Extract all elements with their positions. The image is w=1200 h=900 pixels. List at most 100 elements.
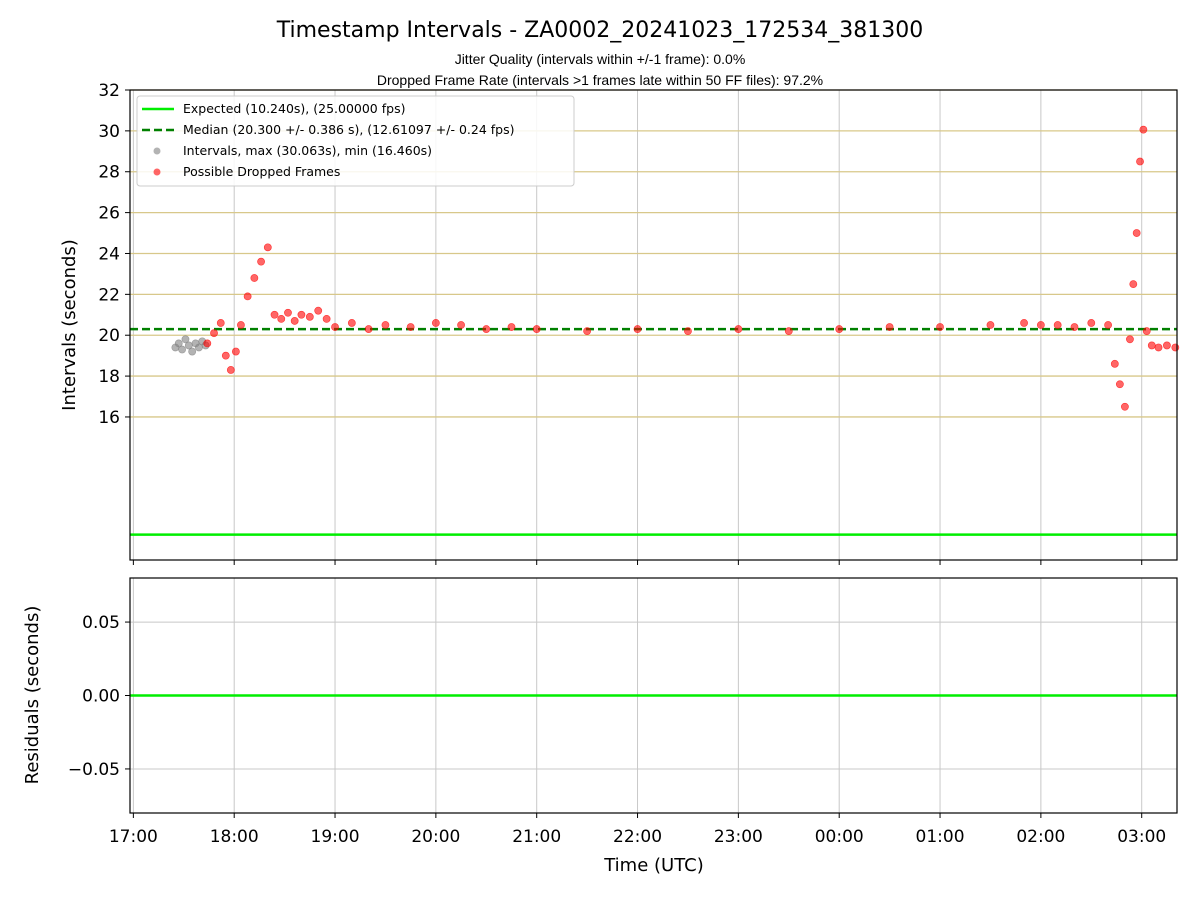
dropped-frame-point: [835, 325, 844, 333]
intervals-y-axis-label: Intervals (seconds): [59, 239, 80, 411]
x-tick-label-17:00: 17:00: [109, 827, 158, 847]
dropped-frame-point: [1142, 327, 1151, 336]
dropped-frame-point: [216, 319, 225, 327]
legend-median-label: Median (20.300 +/- 0.386 s), (12.61097 +…: [183, 122, 514, 137]
x-tick-label-00:00: 00:00: [815, 827, 864, 847]
dropped-frame-point: [347, 319, 356, 327]
dropped-frame-point: [1132, 229, 1141, 237]
legend-box: [136, 95, 575, 187]
dropped-frame-point: [734, 325, 743, 333]
x-tick-label-01:00: 01:00: [916, 827, 965, 847]
dropped-frame-point: [231, 347, 240, 356]
intervals-y-ticks: 16 18 20 22 24 26 28 30 32: [98, 81, 130, 428]
dropped-frame-point: [457, 321, 465, 329]
dropped-frame-point: [1139, 125, 1148, 134]
dropped-frame-point: [226, 366, 235, 374]
dropped-frame-point: [406, 323, 415, 331]
dropped-frame-point: [1163, 341, 1171, 350]
dropped-frame-point: [305, 312, 314, 321]
dropped-frame-point: [482, 325, 491, 333]
dropped-frame-point: [885, 323, 894, 331]
legend-dropped-swatch: [153, 168, 161, 176]
x-tick-label-20:00: 20:00: [411, 827, 460, 847]
dropped-frame-point: [243, 292, 252, 301]
x-axis-label: Time (UTC): [603, 855, 704, 876]
residuals-x-ticks: 17:00 18:00 19:00 20:00 21:00 22:00 23:00 00:00…: [109, 813, 1166, 847]
dropped-frame-point: [532, 325, 541, 333]
intervals-y-tick-label-16: 16: [98, 408, 120, 428]
interval-point: [178, 345, 186, 354]
legend-intervals-swatch: [153, 147, 161, 155]
dropped-frame-point: [1104, 321, 1112, 329]
dropped-frame-point: [633, 325, 642, 333]
intervals-y-tick-label-18: 18: [98, 367, 120, 387]
residuals-y-tick-label-2: −0.05: [68, 760, 120, 780]
dropped-frame-point: [936, 323, 944, 331]
dropped-frame-point: [1126, 335, 1134, 344]
dropped-frame-point: [381, 321, 390, 329]
intervals-points: [171, 125, 1180, 411]
dropped-frame-point: [784, 327, 793, 336]
x-tick-label-21:00: 21:00: [512, 827, 561, 847]
residuals-y-tick-label-0: 0.05: [82, 613, 120, 633]
chart-subtitle-jitter: Jitter Quality (intervals within +/-1 fr…: [455, 51, 746, 67]
dropped-frame-point: [210, 329, 218, 338]
dropped-frame-point: [1129, 280, 1138, 289]
intervals-y-tick-label-28: 28: [98, 163, 120, 183]
x-tick-label-02:00: 02:00: [1016, 827, 1065, 847]
interval-point: [174, 339, 183, 348]
dropped-frame-point: [270, 310, 279, 319]
dropped-frame-point: [297, 310, 306, 319]
intervals-reference-lines: [130, 327, 1177, 536]
dropped-frame-point: [263, 243, 272, 252]
x-tick-label-19:00: 19:00: [311, 827, 360, 847]
dropped-frame-point: [1136, 157, 1144, 166]
interval-point: [188, 347, 197, 356]
x-tick-label-23:00: 23:00: [714, 827, 763, 847]
dropped-frame-point: [1147, 341, 1156, 350]
dropped-frame-point: [1121, 402, 1129, 411]
dropped-frame-point: [507, 323, 516, 331]
intervals-y-tick-label-30: 30: [98, 122, 120, 142]
dropped-frame-point: [1115, 380, 1124, 389]
intervals-y-tick-label-20: 20: [98, 326, 120, 346]
intervals-y-tick-label-22: 22: [98, 285, 120, 305]
residuals-plot: 0.05 0.00 −0.05 17:00 18:00 19:00 20:00 21:00 2…: [22, 577, 1178, 876]
dropped-frame-point: [364, 325, 373, 333]
dropped-frame-point: [583, 327, 592, 336]
dropped-frame-point: [331, 323, 339, 331]
intervals-plot: 16 18 20 22 24 26 28 30 32 Intervals (seconds) E…: [59, 81, 1180, 565]
dropped-frame-point: [203, 339, 212, 348]
intervals-y-tick-label-26: 26: [98, 204, 120, 224]
dropped-frame-point: [986, 321, 995, 329]
intervals-y-tick-label-32: 32: [98, 81, 120, 101]
dropped-frame-point: [322, 314, 331, 323]
dropped-frame-point: [1020, 319, 1028, 327]
dropped-frame-point: [1154, 343, 1163, 352]
intervals-y-tick-label-24: 24: [98, 244, 120, 264]
dropped-frame-point: [1110, 359, 1119, 368]
x-tick-label-22:00: 22:00: [613, 827, 662, 847]
dropped-frame-point: [314, 306, 323, 315]
chart-subtitle-dropped: Dropped Frame Rate (intervals >1 frames …: [377, 72, 823, 88]
legend-dropped-label: Possible Dropped Frames: [183, 164, 340, 179]
dropped-frame-point: [290, 317, 299, 325]
intervals-x-ticks: [132, 560, 1143, 565]
legend-expected-label: Expected (10.240s), (25.00000 fps): [183, 101, 405, 116]
chart-title: Timestamp Intervals - ZA0002_20241023_17…: [276, 18, 924, 43]
dropped-frame-point: [684, 327, 692, 336]
dropped-frame-point: [284, 308, 292, 317]
residuals-y-ticks: 0.05 0.00 −0.05: [68, 613, 130, 780]
legend-intervals-label: Intervals, max (30.063s), min (16.460s): [183, 143, 432, 158]
x-tick-label-18:00: 18:00: [210, 827, 259, 847]
dropped-frame-point: [1087, 319, 1096, 327]
dropped-frame-point: [277, 314, 286, 323]
dropped-frame-point: [1053, 321, 1062, 329]
dropped-frame-point: [1171, 343, 1180, 352]
dropped-frame-point: [1070, 323, 1079, 331]
legend: Expected (10.240s), (25.00000 fps) Media…: [136, 95, 575, 187]
interval-point: [181, 335, 190, 344]
intervals-plot-frame: [129, 89, 1178, 561]
residuals-y-axis-label: Residuals (seconds): [22, 606, 43, 785]
dropped-frame-point: [250, 274, 259, 282]
